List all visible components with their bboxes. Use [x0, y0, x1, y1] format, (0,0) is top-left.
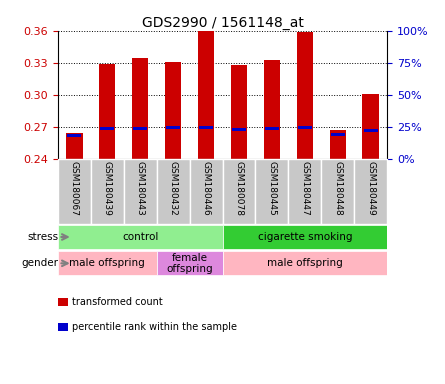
Text: GSM180439: GSM180439 [103, 161, 112, 216]
Text: male offspring: male offspring [69, 258, 145, 268]
Bar [157, 159, 190, 224]
Bar [298, 126, 312, 129]
Bar [157, 252, 222, 275]
Bar [100, 127, 114, 130]
Bar [362, 94, 379, 159]
Text: transformed count: transformed count [72, 297, 163, 307]
Bar [67, 134, 81, 137]
Bar [222, 225, 387, 249]
Bar [288, 159, 321, 224]
Title: GDS2990 / 1561148_at: GDS2990 / 1561148_at [142, 16, 303, 30]
Bar [222, 252, 387, 275]
Bar [132, 58, 149, 159]
Text: male offspring: male offspring [267, 258, 343, 268]
Text: gender: gender [21, 258, 58, 268]
Bar [165, 62, 182, 159]
Bar [364, 129, 378, 132]
Text: percentile rank within the sample: percentile rank within the sample [72, 322, 237, 332]
Bar [264, 60, 280, 159]
Text: GSM180067: GSM180067 [70, 161, 79, 216]
Text: female
offspring: female offspring [166, 253, 213, 274]
Bar [66, 132, 83, 159]
Bar [321, 159, 354, 224]
Text: cigarette smoking: cigarette smoking [258, 232, 352, 242]
Bar [222, 159, 255, 224]
Bar [255, 159, 288, 224]
Text: GSM180432: GSM180432 [169, 161, 178, 216]
Bar [166, 126, 180, 129]
Text: GSM180449: GSM180449 [366, 161, 375, 216]
Text: GSM180443: GSM180443 [136, 161, 145, 216]
Text: GSM180078: GSM180078 [235, 161, 243, 216]
Text: stress: stress [28, 232, 58, 242]
Text: control: control [122, 232, 158, 242]
Bar [199, 126, 213, 129]
Bar [58, 225, 222, 249]
Bar [124, 159, 157, 224]
Bar [58, 252, 157, 275]
Text: GSM180448: GSM180448 [333, 161, 342, 216]
Text: GSM180445: GSM180445 [267, 161, 276, 216]
Bar [91, 159, 124, 224]
Bar [265, 127, 279, 130]
Bar [331, 133, 345, 136]
Bar [58, 159, 91, 224]
Bar [354, 159, 387, 224]
Bar [133, 127, 147, 130]
Bar [330, 131, 346, 159]
Text: GSM180446: GSM180446 [202, 161, 210, 216]
Bar [232, 128, 246, 131]
Bar [296, 32, 313, 159]
Bar [231, 65, 247, 159]
Bar [99, 64, 116, 159]
Text: GSM180447: GSM180447 [300, 161, 309, 216]
Bar [190, 159, 222, 224]
Bar [198, 31, 214, 159]
